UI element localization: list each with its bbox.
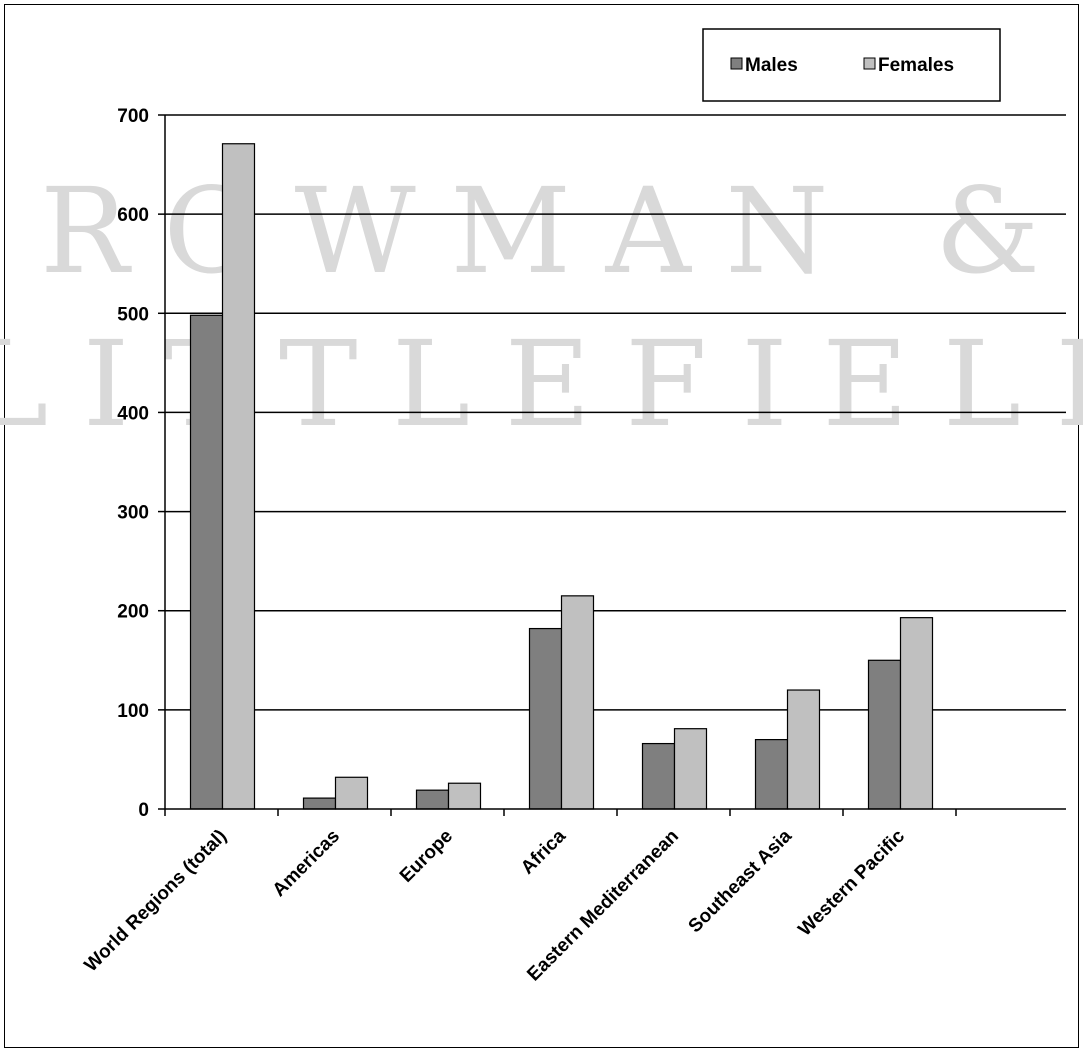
watermark-line-1: ROWMAN & — [40, 162, 1040, 300]
bar-males-2 — [302, 797, 337, 810]
bar-females-3 — [447, 782, 482, 810]
legend: Males Females — [702, 28, 1001, 102]
legend-label-males: Males — [745, 55, 798, 76]
legend-swatch-males — [730, 57, 743, 70]
y-tick-label: 400 — [117, 403, 149, 424]
legend-box — [702, 28, 1001, 102]
y-axis-ticks: 0 100 200 300 400 500 600 700 — [117, 106, 165, 821]
bar-males-5 — [641, 742, 676, 810]
y-tick-label: 0 — [138, 800, 149, 821]
x-axis-labels: World Regions (total) Americas Europe Afric… — [81, 825, 910, 985]
x-tick-label: Americas — [269, 826, 344, 901]
x-tick-label: World Regions (total) — [81, 826, 231, 976]
y-tick-label: 300 — [117, 503, 149, 524]
bar-males-1 — [189, 314, 224, 810]
bar-males-7 — [867, 659, 902, 810]
bars — [189, 143, 934, 810]
bar-females-1 — [221, 143, 256, 810]
chart-frame — [4, 4, 1079, 1048]
y-tick-label: 600 — [117, 205, 149, 226]
x-tick-label: Southeast Asia — [685, 825, 797, 937]
bar-females-2 — [334, 776, 369, 810]
x-tick-label: Africa — [517, 825, 570, 878]
x-tick-label: Europe — [396, 826, 457, 887]
y-tick-label: 700 — [117, 106, 149, 127]
bar-males-4 — [528, 627, 563, 810]
bar-males-6 — [754, 738, 789, 810]
watermark: ROWMAN & LITTLEFIELD — [0, 162, 1083, 453]
x-tick-label: Western Pacific — [794, 825, 909, 940]
axes — [164, 115, 1066, 816]
bar-females-4 — [560, 595, 595, 810]
legend-label-females: Females — [878, 55, 954, 76]
y-tick-label: 100 — [117, 701, 149, 722]
y-tick-label: 500 — [117, 304, 149, 325]
bar-females-5 — [673, 728, 708, 810]
bar-males-3 — [415, 789, 450, 810]
bar-females-7 — [899, 617, 934, 810]
bar-females-6 — [786, 689, 821, 810]
legend-swatch-females — [863, 57, 876, 70]
y-tick-label: 200 — [117, 602, 149, 623]
watermark-line-2: LITTLEFIELD — [0, 315, 1083, 453]
